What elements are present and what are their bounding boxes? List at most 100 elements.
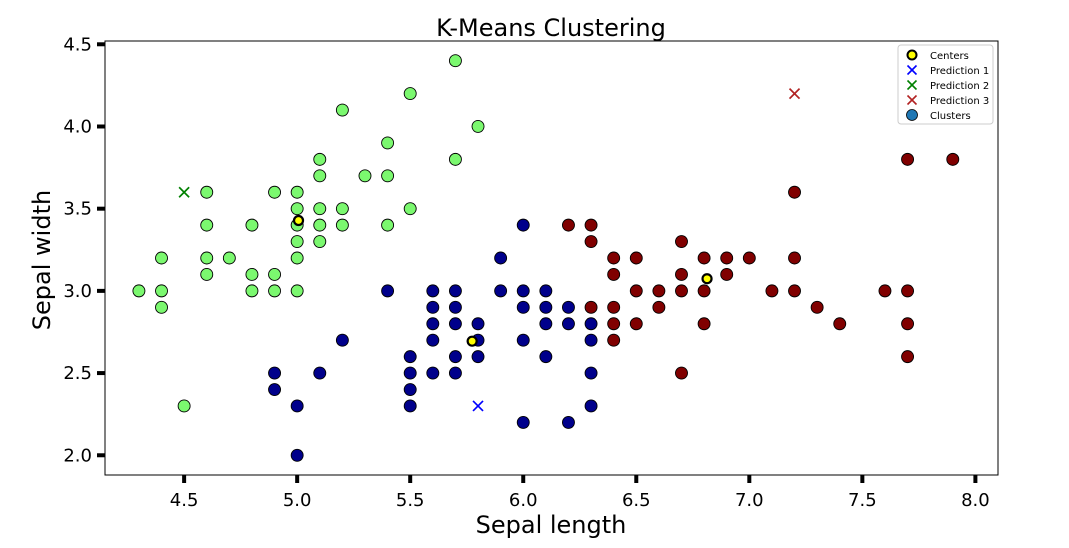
- cluster-1-point: [155, 284, 168, 298]
- cluster-3-point: [901, 152, 915, 166]
- x-tick-label: 8.0: [961, 490, 990, 511]
- cluster-center-3: [701, 273, 713, 285]
- prediction-2-marker: [178, 186, 190, 198]
- legend-label-centers: Centers: [930, 51, 969, 62]
- x-tick-label: 5.5: [396, 490, 425, 511]
- cluster-3-point: [652, 300, 666, 314]
- cluster-2-point: [471, 350, 485, 364]
- cluster-1-point: [381, 169, 395, 183]
- y-tick-label: 3.5: [63, 199, 92, 220]
- cluster-1-point: [290, 185, 304, 199]
- cluster-2-point: [584, 333, 598, 347]
- cluster-3-point: [788, 185, 801, 199]
- plot-frame: [104, 40, 999, 476]
- cluster-3-point: [878, 284, 892, 298]
- cluster-3-point: [607, 300, 621, 314]
- cluster-2-point: [268, 383, 282, 396]
- cluster-2-point: [335, 333, 349, 347]
- cluster-1-point: [290, 251, 304, 265]
- cluster-1-point: [268, 267, 282, 281]
- cluster-1-point: [200, 251, 214, 265]
- cluster-2-point: [516, 300, 530, 314]
- cluster-2-point: [539, 300, 553, 314]
- cluster-3-point: [607, 267, 621, 281]
- prediction-3-marker: [788, 88, 801, 100]
- cluster-2-point: [448, 284, 462, 298]
- x-tick-label: 7.5: [848, 490, 877, 511]
- legend-prediction-2-marker: [906, 79, 918, 91]
- cluster-3-point: [675, 366, 688, 380]
- cluster-2-point: [516, 415, 530, 429]
- cluster-2-point: [516, 284, 530, 298]
- cluster-3-point: [675, 235, 688, 249]
- cluster-2-point: [381, 284, 395, 298]
- cluster-2-point: [403, 350, 417, 364]
- cluster-3-point: [833, 317, 847, 331]
- x-tick-label: 6.5: [622, 490, 651, 511]
- cluster-2-point: [494, 284, 508, 298]
- cluster-3-point: [584, 218, 598, 232]
- cluster-2-point: [448, 366, 462, 380]
- cluster-3-point: [584, 235, 598, 249]
- chart-title: K-Means Clustering: [436, 14, 666, 42]
- cluster-3-point: [584, 300, 598, 314]
- cluster-3-point: [720, 251, 734, 265]
- legend: Centers Prediction 1 Prediction 2 Predic…: [897, 44, 994, 125]
- cluster-2-point: [426, 300, 440, 314]
- cluster-3-point: [562, 218, 575, 232]
- cluster-1-point: [200, 218, 214, 232]
- prediction-1-marker: [472, 400, 484, 412]
- cluster-2-point: [584, 366, 598, 380]
- cluster-2-point: [448, 350, 462, 364]
- cluster-1-point: [245, 267, 259, 281]
- legend-label-clusters: Clusters: [930, 111, 971, 122]
- x-tick-label: 4.5: [170, 490, 199, 511]
- y-axis-ticks: 2.0 2.5 3.0 3.5 4.0 4.5: [63, 34, 105, 466]
- x-tick-label: 5.0: [283, 490, 312, 511]
- cluster-3-point: [742, 251, 756, 265]
- cluster-2-point: [268, 366, 282, 380]
- cluster-2-point: [562, 300, 575, 314]
- cluster-3-point: [607, 317, 621, 331]
- cluster-1-point: [448, 54, 462, 68]
- cluster-2-point: [290, 399, 304, 413]
- legend-label-prediction-2: Prediction 2: [930, 81, 989, 92]
- cluster-3-point: [788, 251, 801, 265]
- legend-clusters-marker: [906, 109, 918, 121]
- cluster-3-point: [788, 284, 801, 298]
- legend-prediction-1-marker: [906, 64, 918, 76]
- cluster-1-point: [313, 235, 327, 249]
- cluster-3-point: [901, 317, 915, 331]
- cluster-2-point: [494, 251, 508, 265]
- y-tick-label: 2.0: [63, 445, 92, 466]
- cluster-1-point: [245, 284, 259, 298]
- cluster-1-point: [381, 218, 395, 232]
- cluster-3-point: [607, 333, 621, 347]
- y-tick-label: 2.5: [63, 363, 92, 384]
- cluster-2-point: [448, 300, 462, 314]
- y-tick-label: 3.0: [63, 281, 92, 302]
- cluster-2-point: [426, 366, 440, 380]
- y-tick-label: 4.0: [63, 116, 92, 137]
- cluster-2-point: [516, 333, 530, 347]
- cluster-2-point: [426, 317, 440, 331]
- y-tick-label: 4.5: [63, 34, 92, 55]
- cluster-1-point: [335, 218, 349, 232]
- cluster-1-point: [448, 152, 462, 166]
- cluster-2-point: [290, 448, 304, 462]
- cluster-3-point: [697, 317, 711, 331]
- cluster-2-point: [426, 284, 440, 298]
- legend-label-prediction-3: Prediction 3: [930, 96, 989, 107]
- cluster-3-point: [765, 284, 779, 298]
- legend-centers-marker: [906, 49, 918, 61]
- cluster-3-point: [697, 284, 711, 298]
- cluster-2-point: [584, 399, 598, 413]
- cluster-3-point: [946, 152, 960, 166]
- cluster-1-point: [245, 218, 259, 232]
- cluster-2-point: [562, 415, 575, 429]
- plot-marks: [132, 54, 960, 462]
- cluster-1-point: [290, 202, 304, 216]
- cluster-3-point: [629, 284, 643, 298]
